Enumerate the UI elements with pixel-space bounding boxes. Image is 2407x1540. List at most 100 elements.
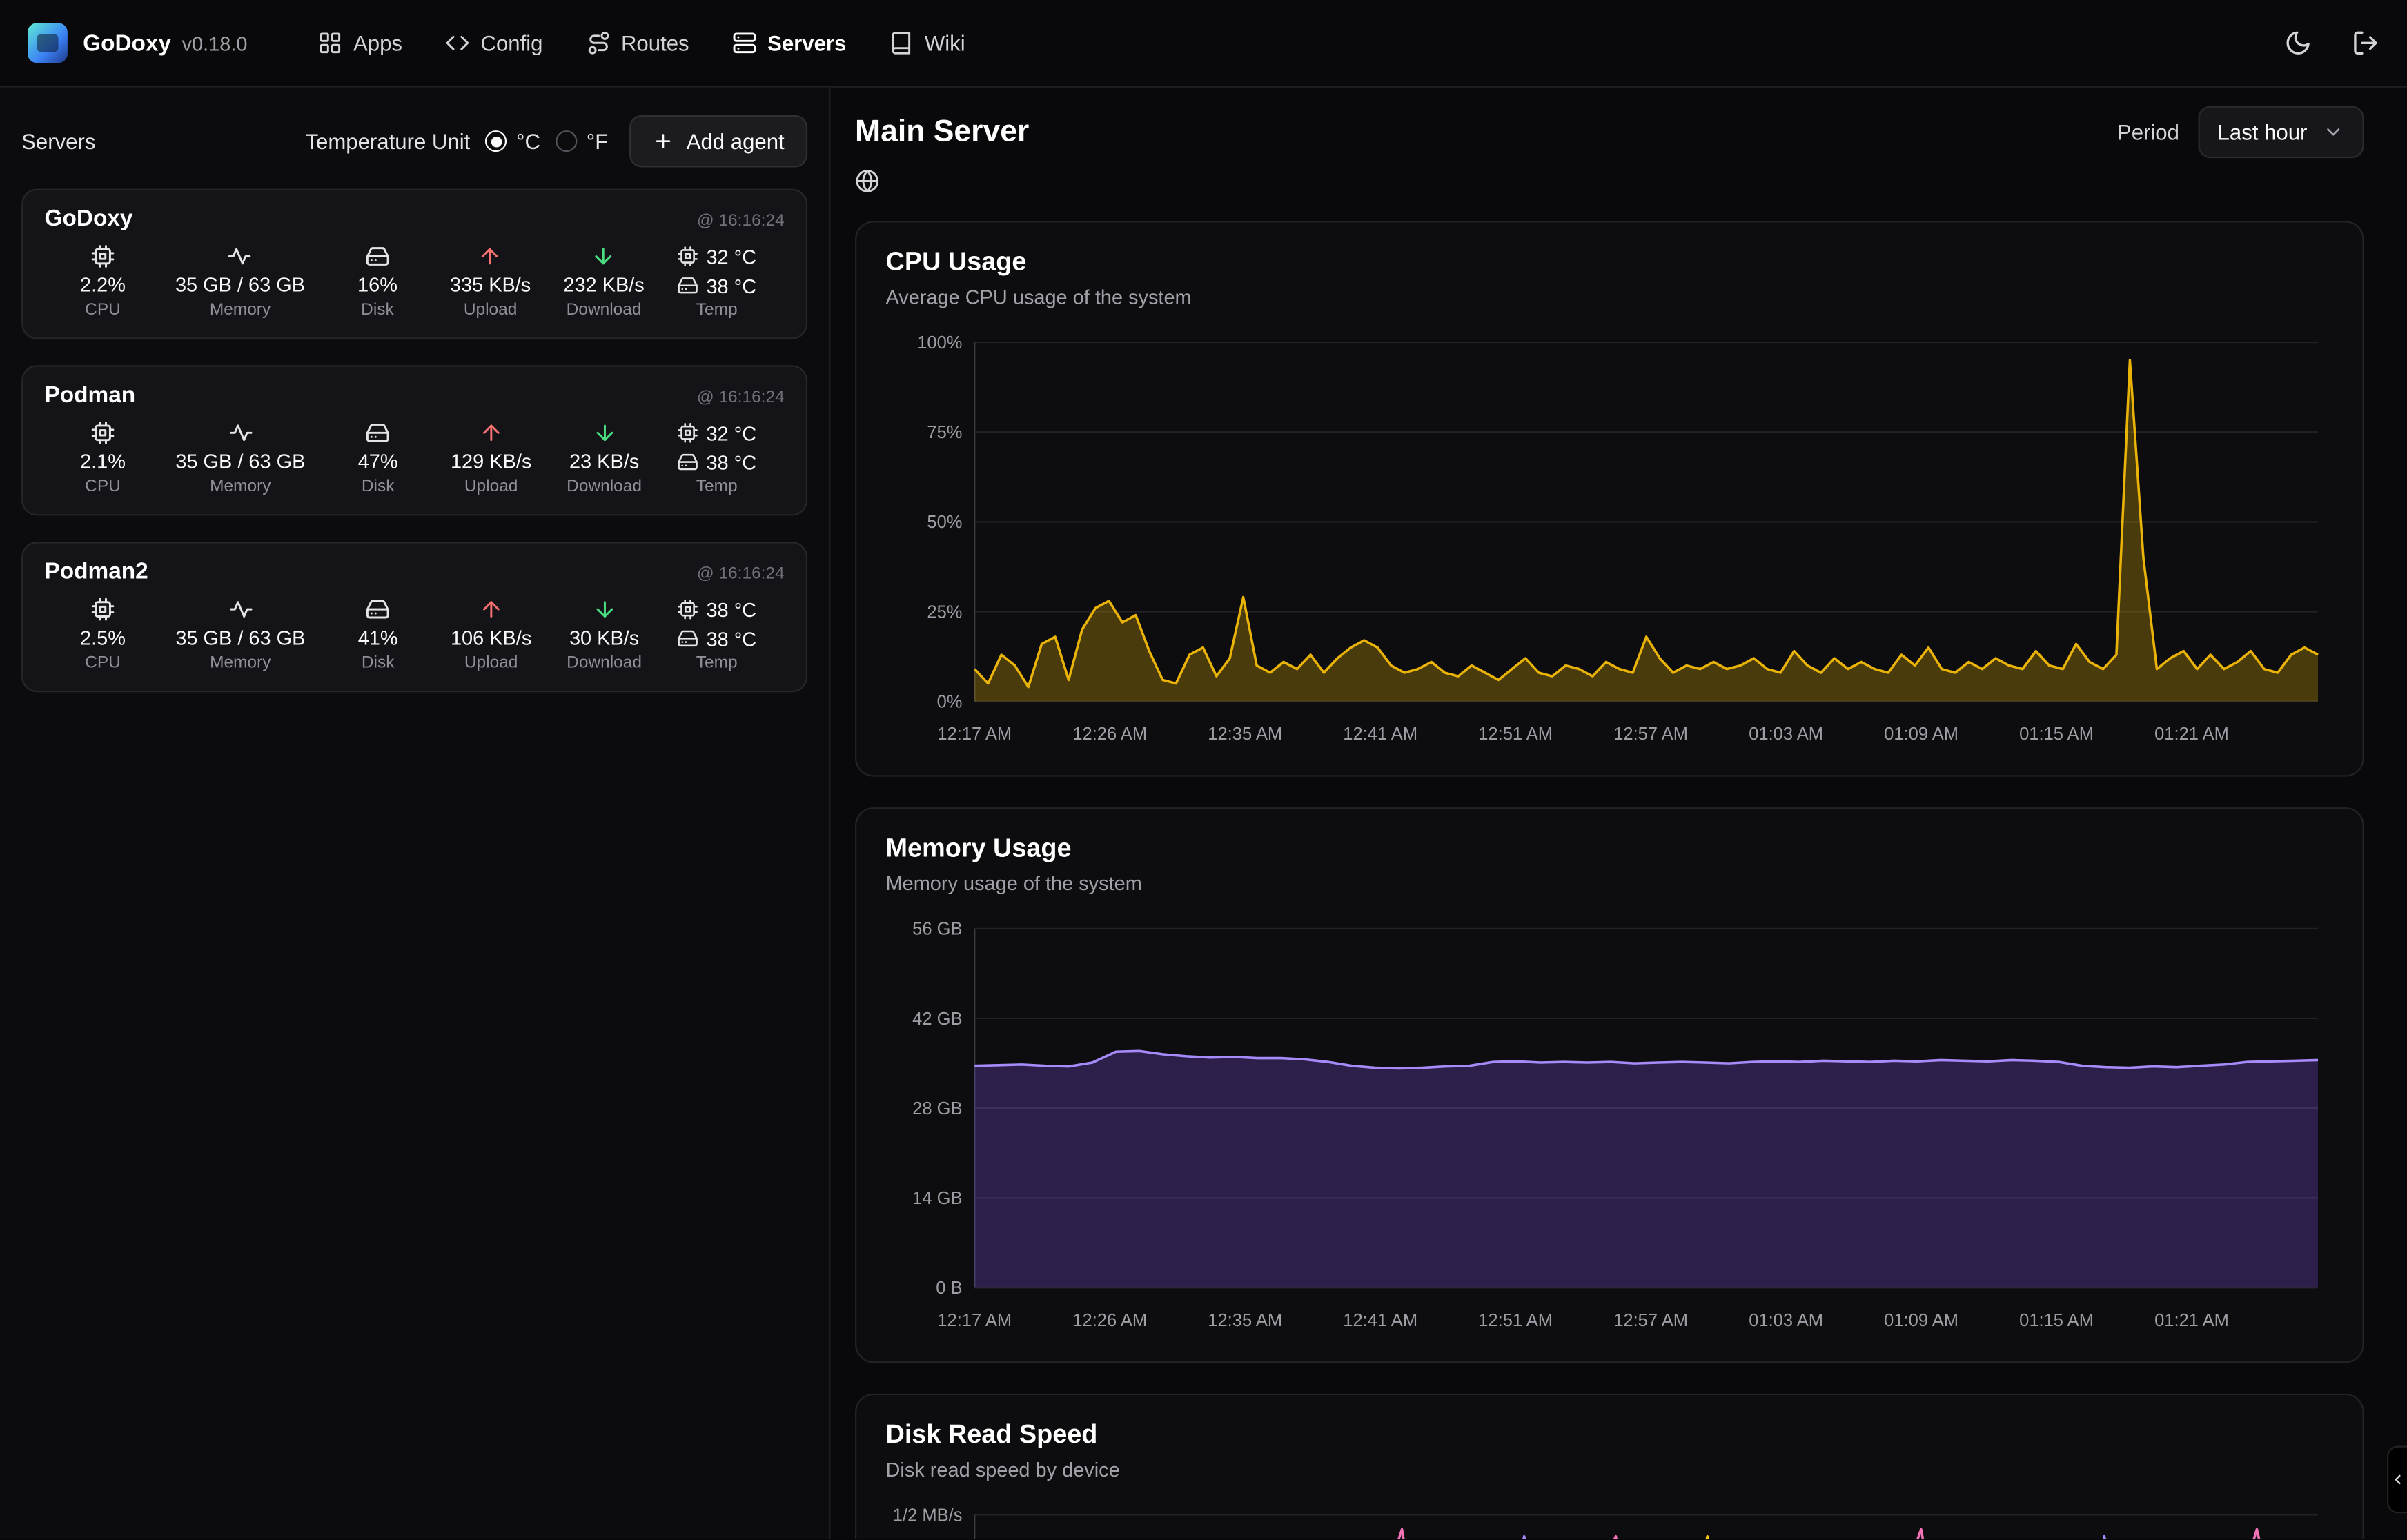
arrow-down-icon [592,421,617,446]
svg-text:01:15 AM: 01:15 AM [2019,1311,2094,1330]
chart-card-memory: Memory Usage Memory usage of the system … [855,807,2364,1363]
svg-text:01:09 AM: 01:09 AM [1884,724,1958,744]
cpu-value: 2.1% [80,449,126,473]
cpu-usage-chart: 0% 25% 50% 75% 100% 12:17 AM 12:26 AM 12:35 AM 1… [917,333,2319,744]
stat-upload: 129 KB/s Upload [451,421,531,496]
stat-temp: 32 °C 38 °C Temp [677,421,757,496]
servers-panel: Servers Temperature Unit °C °F Add agent [0,87,831,1540]
cpu-temp-row: 32 °C [677,244,756,269]
radio-celsius[interactable]: °C [485,129,540,153]
cpu-value: 2.2% [80,273,126,297]
svg-text:12:51 AM: 12:51 AM [1478,1311,1553,1330]
svg-text:14 GB: 14 GB [912,1189,962,1208]
svg-text:12:57 AM: 12:57 AM [1613,724,1688,744]
upload-label: Upload [464,477,518,496]
server-status-row [855,169,2364,201]
svg-text:42 GB: 42 GB [912,1009,962,1029]
cpu-temp-value: 32 °C [706,421,757,444]
period-value: Last hour [2217,119,2308,145]
stat-cpu: 2.5% CPU [63,597,143,672]
memory-value: 35 GB / 63 GB [175,449,306,473]
disk-temp-value: 38 °C [706,450,757,474]
stat-cpu: 2.2% CPU [63,244,143,319]
chart-card-cpu: CPU Usage Average CPU usage of the syste… [855,221,2364,777]
arrow-up-icon [479,597,504,622]
upload-value: 335 KB/s [449,273,531,297]
cpu-temp-value: 38 °C [706,598,757,621]
server-card[interactable]: Podman @ 16:16:24 2.1% CPU 35 GB / 63 GB… [21,365,808,516]
nav-item-wiki[interactable]: Wiki [890,30,965,55]
chart-subtitle: Memory usage of the system [885,871,1142,895]
server-name: GoDoxy [44,206,133,232]
svg-text:01:21 AM: 01:21 AM [2154,724,2229,744]
temp-label: Temp [696,477,738,496]
radio-fahrenheit-control[interactable] [556,130,578,152]
stat-memory: 35 GB / 63 GB Memory [175,421,305,496]
svg-text:0 B: 0 B [936,1279,962,1298]
server-timestamp: @ 16:16:24 [696,564,785,584]
nav-item-servers[interactable]: Servers [732,30,846,55]
disk-temp-row: 38 °C [677,273,756,298]
svg-text:12:26 AM: 12:26 AM [1072,724,1147,744]
svg-text:75%: 75% [927,423,962,442]
activity-icon [228,597,253,622]
disk-temp-row: 38 °C [677,626,756,651]
stat-download: 232 KB/s Download [563,244,645,319]
period-label: Period [2116,119,2179,145]
stat-memory: 35 GB / 63 GB Memory [175,597,305,672]
drive-icon [366,421,391,446]
charts-column: CPU Usage Average CPU usage of the syste… [855,221,2364,1540]
godoxy-logo [28,23,68,63]
svg-text:12:35 AM: 12:35 AM [1208,1311,1282,1330]
radio-fahrenheit-label: °F [586,128,609,154]
svg-text:01:15 AM: 01:15 AM [2019,724,2094,744]
stat-upload: 335 KB/s Upload [450,244,531,319]
memory-label: Memory [209,301,271,319]
chevron-down-icon [2323,121,2344,143]
panel-title: Servers [21,128,96,154]
memory-usage-chart: 0 B 14 GB 28 GB 42 GB 56 GB 12:17 AM 12:26 AM 1… [912,920,2319,1330]
grid-icon [318,30,343,55]
svg-text:12:41 AM: 12:41 AM [1343,724,1417,744]
code-icon [445,30,470,55]
server-stats: 2.1% CPU 35 GB / 63 GB Memory 47% Disk 1… [45,421,785,496]
stat-disk: 41% Disk [338,597,418,672]
svg-text:28 GB: 28 GB [912,1099,962,1118]
drive-icon [365,244,390,269]
svg-text:50%: 50% [927,513,962,532]
moon-icon[interactable] [2284,29,2312,57]
radio-fahrenheit[interactable]: °F [556,128,609,154]
servers-icon [732,30,757,55]
nav-item-config[interactable]: Config [445,30,542,55]
temp-label: Temp [696,653,738,673]
panel-collapse-handle[interactable] [2387,1445,2407,1514]
server-list: GoDoxy @ 16:16:24 2.2% CPU 35 GB / 63 GB… [21,188,808,693]
upload-value: 106 KB/s [450,626,532,649]
nav-item-routes[interactable]: Routes [586,30,689,55]
cpu-icon [90,421,115,446]
servers-panel-header: Servers Temperature Unit °C °F Add agent [21,115,808,168]
svg-text:100%: 100% [917,333,962,353]
radio-celsius-control[interactable] [485,130,507,152]
cpu-value: 2.5% [80,626,126,649]
nav-item-label: Servers [767,30,847,56]
nav-item-label: Config [480,30,543,56]
server-card[interactable]: GoDoxy @ 16:16:24 2.2% CPU 35 GB / 63 GB… [21,188,808,339]
svg-text:01:21 AM: 01:21 AM [2154,1311,2229,1330]
temperature-unit-group: Temperature Unit °C °F [305,129,608,154]
nav-item-apps[interactable]: Apps [318,30,402,55]
server-timestamp: @ 16:16:24 [696,388,785,407]
logout-icon[interactable] [2352,29,2379,57]
svg-text:56 GB: 56 GB [912,920,962,939]
cpu-label: CPU [85,301,121,319]
upload-label: Upload [464,653,518,673]
brand-name: GoDoxy [83,30,172,57]
temperature-unit-label: Temperature Unit [305,128,471,154]
svg-text:12:57 AM: 12:57 AM [1613,1311,1688,1330]
server-card[interactable]: Podman2 @ 16:16:24 2.5% CPU 35 GB / 63 G… [21,542,808,693]
book-icon [890,30,914,55]
add-agent-button[interactable]: Add agent [629,115,808,168]
activity-icon [228,244,253,269]
memory-label: Memory [210,653,271,673]
period-select[interactable]: Last hour [2197,106,2364,159]
